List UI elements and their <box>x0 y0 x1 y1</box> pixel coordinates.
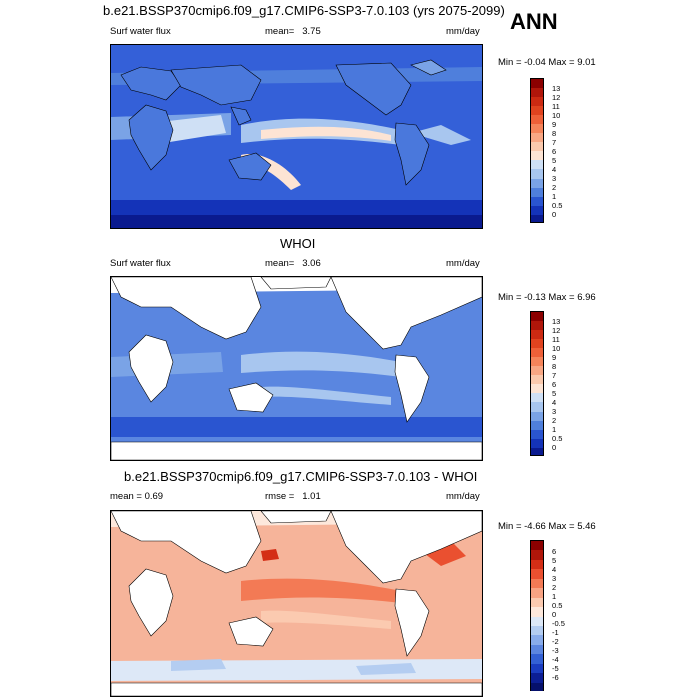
cb3-label: 0.5 <box>552 601 563 610</box>
cb3-label: 1 <box>552 592 557 601</box>
cb2-label: 0.5 <box>552 434 563 443</box>
cb1-label: 2 <box>552 183 557 192</box>
season-label: ANN <box>510 9 558 34</box>
cb2-label: 7 <box>552 371 557 380</box>
cb3-label: -3 <box>552 646 559 655</box>
cb1-label: 11 <box>552 102 560 111</box>
panel3-colorbar-labels: 6 5 4 3 2 1 0.5 0 -0.5 -1 -2 -3 -4 -5 -6 <box>552 547 565 682</box>
cb2-label: 5 <box>552 389 557 398</box>
cb2-label: 9 <box>552 353 557 362</box>
cb2-label: 11 <box>552 335 560 344</box>
cb2-label: 10 <box>552 344 561 353</box>
panel1-variable: Surf water flux <box>110 26 171 37</box>
panel2-minmax: Min = -0.13 Max = 6.96 <box>498 292 596 303</box>
panel2-colorbar <box>530 311 544 456</box>
cb2-label: 12 <box>552 326 561 335</box>
cb3-label: 0 <box>552 610 557 619</box>
panel2-title: WHOI <box>280 236 316 251</box>
panel3-colorbar <box>530 540 544 691</box>
cb2-label: 2 <box>552 416 557 425</box>
cb1-label: 0 <box>552 210 557 219</box>
cb2-label: 13 <box>552 317 561 326</box>
cb3-label: 5 <box>552 556 557 565</box>
cb1-label: 1 <box>552 192 557 201</box>
panel2-map <box>110 276 483 461</box>
cb1-label: 9 <box>552 120 557 129</box>
panel2-stat: mean= 3.06 <box>265 258 321 269</box>
panel1-units: mm/day <box>446 26 480 37</box>
panel3-title: b.e21.BSSP370cmip6.f09_g17.CMIP6-SSP3-7.… <box>124 469 478 484</box>
cb1-label: 8 <box>552 129 557 138</box>
panel3-units: mm/day <box>446 491 480 502</box>
cb3-label: -5 <box>552 664 559 673</box>
cb1-label: 13 <box>552 84 561 93</box>
panel1-stat-label: mean= <box>265 26 295 37</box>
cb2-label: 6 <box>552 380 557 389</box>
panel1-map-svg <box>111 45 482 228</box>
cb1-label: 5 <box>552 156 557 165</box>
panel2-units: mm/day <box>446 258 480 269</box>
cb3-label: 4 <box>552 565 557 574</box>
panel1-minmax: Min = -0.04 Max = 9.01 <box>498 57 596 68</box>
cb2-label: 4 <box>552 398 557 407</box>
panel3-map-svg <box>111 511 482 696</box>
panel1-colorbar-labels: 13 12 11 10 9 8 7 6 5 4 3 2 1 0.5 0 <box>552 84 562 219</box>
cb3-label: 3 <box>552 574 557 583</box>
cb2-label: 8 <box>552 362 557 371</box>
cb3-label: -6 <box>552 673 559 682</box>
cb3-label: 6 <box>552 547 557 556</box>
panel3-stat-label: rmse = <box>265 491 295 502</box>
cb1-label: 0.5 <box>552 201 563 210</box>
cb1-label: 4 <box>552 165 557 174</box>
panel3-stat-value: 1.01 <box>302 491 321 502</box>
cb2-label: 0 <box>552 443 557 452</box>
cb2-label: 3 <box>552 407 557 416</box>
cb3-label: -1 <box>552 628 559 637</box>
panel1-stat-value: 3.75 <box>302 26 321 37</box>
cb2-label: 1 <box>552 425 557 434</box>
panel1-stat: mean= 3.75 <box>265 26 321 37</box>
panel2-stat-value: 3.06 <box>302 258 321 269</box>
cb1-label: 10 <box>552 111 561 120</box>
panel2-variable: Surf water flux <box>110 258 171 269</box>
panel2-map-svg <box>111 277 482 460</box>
cb1-label: 3 <box>552 174 557 183</box>
cb1-label: 7 <box>552 138 557 147</box>
panel3-mean: mean = 0.69 <box>110 491 164 502</box>
page-title: b.e21.BSSP370cmip6.f09_g17.CMIP6-SSP3-7.… <box>103 3 505 18</box>
panel2-stat-label: mean= <box>265 258 295 269</box>
cb3-label: 2 <box>552 583 557 592</box>
cb1-label: 12 <box>552 93 561 102</box>
panel1-map <box>110 44 483 229</box>
cb1-label: 6 <box>552 147 557 156</box>
panel2-colorbar-labels: 13 12 11 10 9 8 7 6 5 4 3 2 1 0.5 0 <box>552 317 562 452</box>
cb3-label: -4 <box>552 655 559 664</box>
panel3-map <box>110 510 483 697</box>
panel3-minmax: Min = -4.66 Max = 5.46 <box>498 521 596 532</box>
cb3-label: -0.5 <box>552 619 565 628</box>
panel1-colorbar <box>530 78 544 223</box>
cb3-label: -2 <box>552 637 559 646</box>
panel3-stat: rmse = 1.01 <box>265 491 321 502</box>
